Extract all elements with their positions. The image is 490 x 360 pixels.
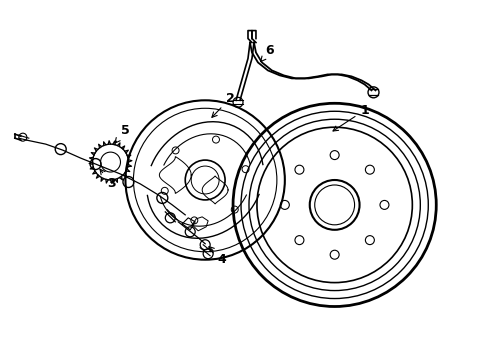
Text: 1: 1 [333, 104, 369, 131]
Text: 4: 4 [209, 247, 226, 266]
Text: 2: 2 [212, 92, 234, 117]
Text: 3: 3 [100, 169, 116, 190]
Text: 6: 6 [261, 44, 274, 62]
Text: 5: 5 [115, 124, 130, 143]
